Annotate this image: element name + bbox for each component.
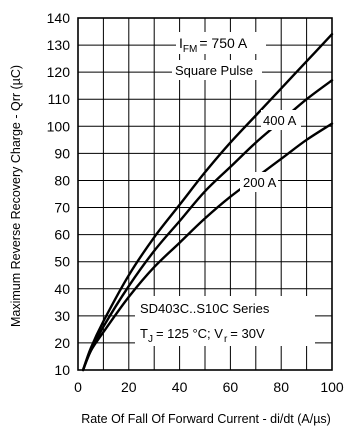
y-tick-label: 110 <box>48 91 71 107</box>
y-tick-label: 90 <box>54 145 70 161</box>
x-tick-label: 40 <box>172 379 188 395</box>
tj-value: = 125 °C; V <box>156 326 223 341</box>
y-tick-label: 60 <box>54 227 70 243</box>
y-tick-label: 140 <box>47 10 71 26</box>
y-tick-label: 20 <box>54 335 70 351</box>
tj-sub: J <box>148 334 153 345</box>
y-tick-label: 70 <box>54 200 70 216</box>
y-tick-label: 10 <box>54 362 70 378</box>
param-value: = 750 A <box>199 35 248 51</box>
vr-sub: r <box>224 334 228 345</box>
series-line <box>81 33 334 372</box>
y-tick-label: 120 <box>47 64 71 80</box>
x-tick-label: 80 <box>273 379 289 395</box>
series-line <box>81 122 334 372</box>
x-tick-label: 60 <box>223 379 239 395</box>
conditions-label: TJ = 125 °C; Vr = 30V <box>140 326 265 345</box>
x-tick-label: 100 <box>320 379 344 395</box>
series-label-400: 400 A <box>263 113 297 128</box>
y-tick-label: 50 <box>54 254 70 270</box>
vr-value: = 30V <box>230 326 265 341</box>
x-axis-label: Rate Of Fall Of Forward Current - di/dt … <box>81 412 331 426</box>
y-tick-label: 130 <box>47 37 71 53</box>
plot-frame <box>77 17 333 371</box>
series-name-label: SD403C..S10C Series <box>140 301 270 316</box>
y-tick-label: 30 <box>54 308 70 324</box>
pulse-label-bg <box>172 60 262 80</box>
y-axis-label: Maximum Reverse Recovery Charge - Qrr (µ… <box>9 65 23 327</box>
series-label-200-bg <box>240 172 278 192</box>
series-label-200: 200 A <box>243 175 277 190</box>
tick-labels: 0 20 40 60 80 100 10 20 30 40 50 60 70 80 90 100 110 120 1… <box>47 10 344 395</box>
y-tick-label: 80 <box>54 172 70 188</box>
pulse-label: Square Pulse <box>175 63 253 78</box>
condition-box-bg <box>135 296 315 346</box>
x-tick-label: 20 <box>121 379 137 395</box>
x-tick-label: 0 <box>74 379 82 395</box>
param-label-bg <box>176 32 266 54</box>
y-tick-label: 100 <box>47 118 71 134</box>
y-tick-label: 40 <box>54 281 70 297</box>
series-label-400-bg <box>261 110 301 130</box>
param-sub: FM <box>183 44 197 55</box>
